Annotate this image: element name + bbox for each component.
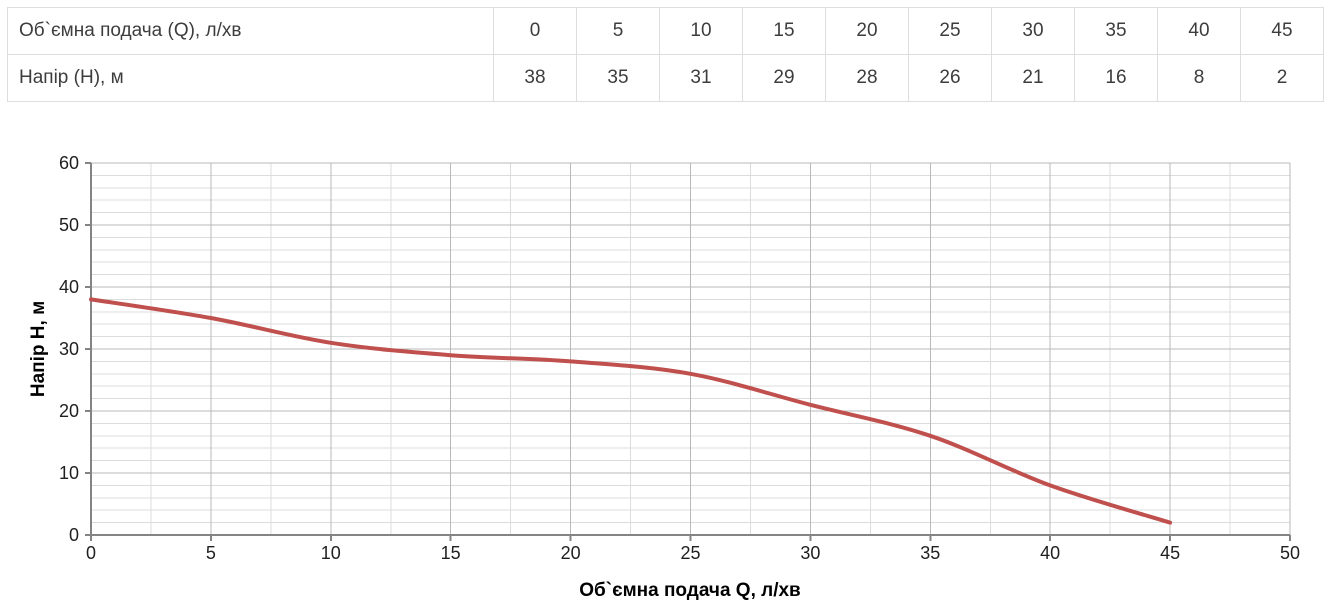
x-tick-label: 45 <box>1160 543 1180 563</box>
value-cell: 38 <box>493 54 577 102</box>
chart-canvas: 0 5 10 15 20 25 30 35 40 45 50 0 10 20 30 40 50 60 <box>59 153 1300 563</box>
value-cell: 45 <box>1240 7 1324 55</box>
y-tick-label: 0 <box>69 525 79 545</box>
value-cell: 21 <box>991 54 1075 102</box>
x-tick-label: 0 <box>86 543 96 563</box>
y-tick-label: 20 <box>59 401 79 421</box>
pump-curve-line <box>89 297 1173 525</box>
value-cell: 30 <box>991 7 1075 55</box>
value-cell: 35 <box>576 54 660 102</box>
value-cell: 2 <box>1240 54 1324 102</box>
x-tick-label: 30 <box>800 543 820 563</box>
y-tick-label: 50 <box>59 215 79 235</box>
value-cell: 31 <box>659 54 743 102</box>
x-tick-label: 10 <box>321 543 341 563</box>
value-cell: 35 <box>1074 7 1158 55</box>
y-tick-label: 60 <box>59 153 79 173</box>
x-tick-label: 40 <box>1040 543 1060 563</box>
value-cell: 29 <box>742 54 826 102</box>
row-label-flow: Об`ємна подача (Q), л/хв <box>7 7 494 55</box>
value-cell: 15 <box>742 7 826 55</box>
x-axis-title: Об`ємна подача Q, л/хв <box>579 580 801 601</box>
value-cell: 25 <box>908 7 992 55</box>
value-cell: 8 <box>1157 54 1241 102</box>
row-label-head: Напір (Н), м <box>7 54 494 102</box>
y-axis-title: Напір Н, м <box>28 300 49 398</box>
y-tick-label: 30 <box>59 339 79 359</box>
pump-data-table-body: Об`ємна подача (Q), л/хв 0 5 10 15 20 25 30 35 4… <box>7 7 1324 102</box>
value-cell: 10 <box>659 7 743 55</box>
value-cell: 5 <box>576 7 660 55</box>
y-tick-label: 40 <box>59 277 79 297</box>
value-cell: 0 <box>493 7 577 55</box>
table-row-flow: Об`ємна подача (Q), л/хв 0 5 10 15 20 25 30 35 4… <box>7 7 1324 55</box>
table-row-head: Напір (Н), м 38 35 31 29 28 26 21 16 8 2 <box>7 54 1324 102</box>
value-cell: 40 <box>1157 7 1241 55</box>
pump-curve-chart: 0 5 10 15 20 25 30 35 40 45 50 0 10 20 30 40 50 60 Об`ємн… <box>0 130 1331 615</box>
pump-data-table: Об`ємна подача (Q), л/хв 0 5 10 15 20 25 30 35 4… <box>7 7 1324 102</box>
x-tick-label: 5 <box>206 543 216 563</box>
value-cell: 16 <box>1074 54 1158 102</box>
value-cell: 28 <box>825 54 909 102</box>
value-cell: 26 <box>908 54 992 102</box>
x-tick-label: 20 <box>561 543 581 563</box>
x-tick-label: 25 <box>680 543 700 563</box>
x-tick-label: 35 <box>920 543 940 563</box>
y-tick-label: 10 <box>59 463 79 483</box>
x-tick-label: 50 <box>1280 543 1300 563</box>
value-cell: 20 <box>825 7 909 55</box>
x-tick-label: 15 <box>441 543 461 563</box>
